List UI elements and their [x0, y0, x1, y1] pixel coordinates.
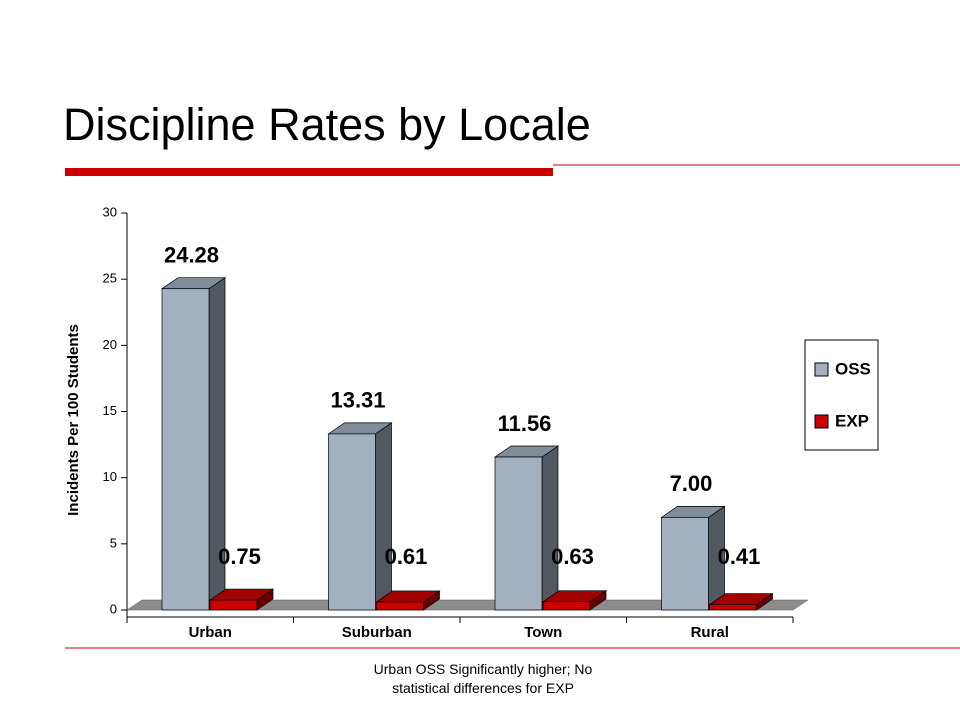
y-tick-label: 30	[103, 204, 117, 219]
y-tick-label: 15	[103, 403, 117, 418]
legend-swatch	[814, 414, 829, 429]
bar	[209, 599, 258, 611]
value-label: 0.75	[218, 544, 261, 569]
bar	[328, 433, 376, 611]
footnote: Urban OSS Significantly higher; No stati…	[373, 661, 593, 696]
bar	[709, 604, 757, 611]
value-label: 24.28	[164, 243, 219, 268]
value-label: 11.56	[498, 411, 552, 436]
value-label: 0.41	[718, 544, 761, 569]
value-label: 7.00	[670, 471, 713, 496]
y-tick-label: 25	[103, 271, 117, 286]
legend-label: EXP	[835, 411, 869, 430]
bar	[542, 601, 591, 611]
x-tick-label: Rural	[691, 624, 729, 641]
y-axis-label: Incidents Per 100 Students	[65, 324, 82, 516]
y-tick-label: 0	[110, 601, 117, 616]
chart-title: Discipline Rates by Locale	[63, 99, 591, 150]
x-tick-label: Urban	[189, 624, 232, 641]
y-tick-label: 5	[110, 535, 117, 550]
x-tick-label: Suburban	[342, 624, 412, 641]
value-label: 13.31	[330, 388, 385, 413]
legend-label: OSS	[835, 359, 871, 378]
bar	[494, 456, 543, 611]
value-label: 0.61	[385, 544, 428, 569]
bar-side	[541, 445, 559, 611]
bar	[161, 288, 210, 611]
title-underline	[65, 168, 553, 176]
value-label: 0.63	[551, 544, 594, 569]
y-tick-label: 20	[103, 337, 117, 352]
legend-swatch	[814, 362, 829, 377]
bar	[376, 601, 424, 611]
bar-side	[375, 422, 392, 611]
x-tick-label: Town	[524, 624, 562, 641]
y-tick-label: 10	[103, 469, 117, 484]
bar	[661, 517, 709, 611]
legend-box	[804, 339, 879, 451]
